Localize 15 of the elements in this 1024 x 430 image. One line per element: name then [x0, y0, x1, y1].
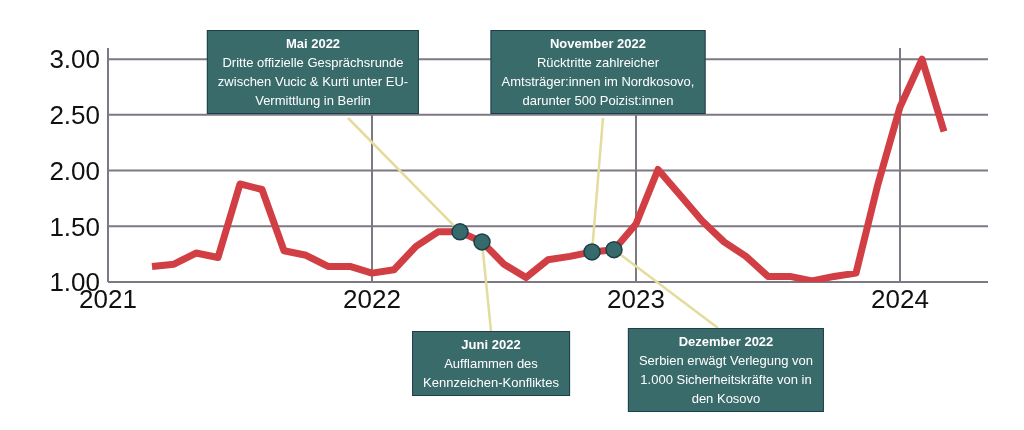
annotation: November 2022 Rücktritte zahlreicher Amtsträger:innen im Nordkosovo, darunter 500 Poizist:innen: [501, 35, 695, 110]
y-tick-label: 1.50: [49, 211, 100, 242]
annotation: Juni 2022 Aufflammen des Kennzeichen-Konfliktes: [423, 336, 559, 392]
y-tick-label: 3.00: [49, 44, 100, 75]
callout-box: Juni 2022 Aufflammen des Kennzeichen-Konfliktes: [412, 331, 570, 396]
y-tick-label: 2.00: [49, 155, 100, 186]
callout-box: Dezember 2022 Serbien erwägt Verlegung von 1.000 Sicherheitskräfte von in den Kosovo: [627, 328, 825, 412]
callout-box: Mai 2022 Dritte offizielle Gesprächsrunde zwischen Vucic & Kurti unter EU- Vermittlung in Berlin: [206, 30, 420, 114]
y-tick-label: 2.50: [49, 100, 100, 131]
x-tick-label: 2024: [871, 284, 929, 315]
annotation: Mai 2022 Dritte offizielle Gesprächsrunde zwischen Vucic & Kurti unter EU- Vermittlung in Berlin: [217, 35, 409, 110]
x-tick-label: 2022: [343, 284, 401, 315]
callout-box: November 2022 Rücktritte zahlreicher Amtsträger:innen im Nordkosovo, darunter 500 Poizist:innen: [490, 30, 706, 114]
annotation: Dezember 2022 Serbien erwägt Verlegung von 1.000 Sicherheitskräfte von in den Kosovo: [638, 333, 814, 408]
x-tick-label: 2023: [607, 284, 665, 315]
